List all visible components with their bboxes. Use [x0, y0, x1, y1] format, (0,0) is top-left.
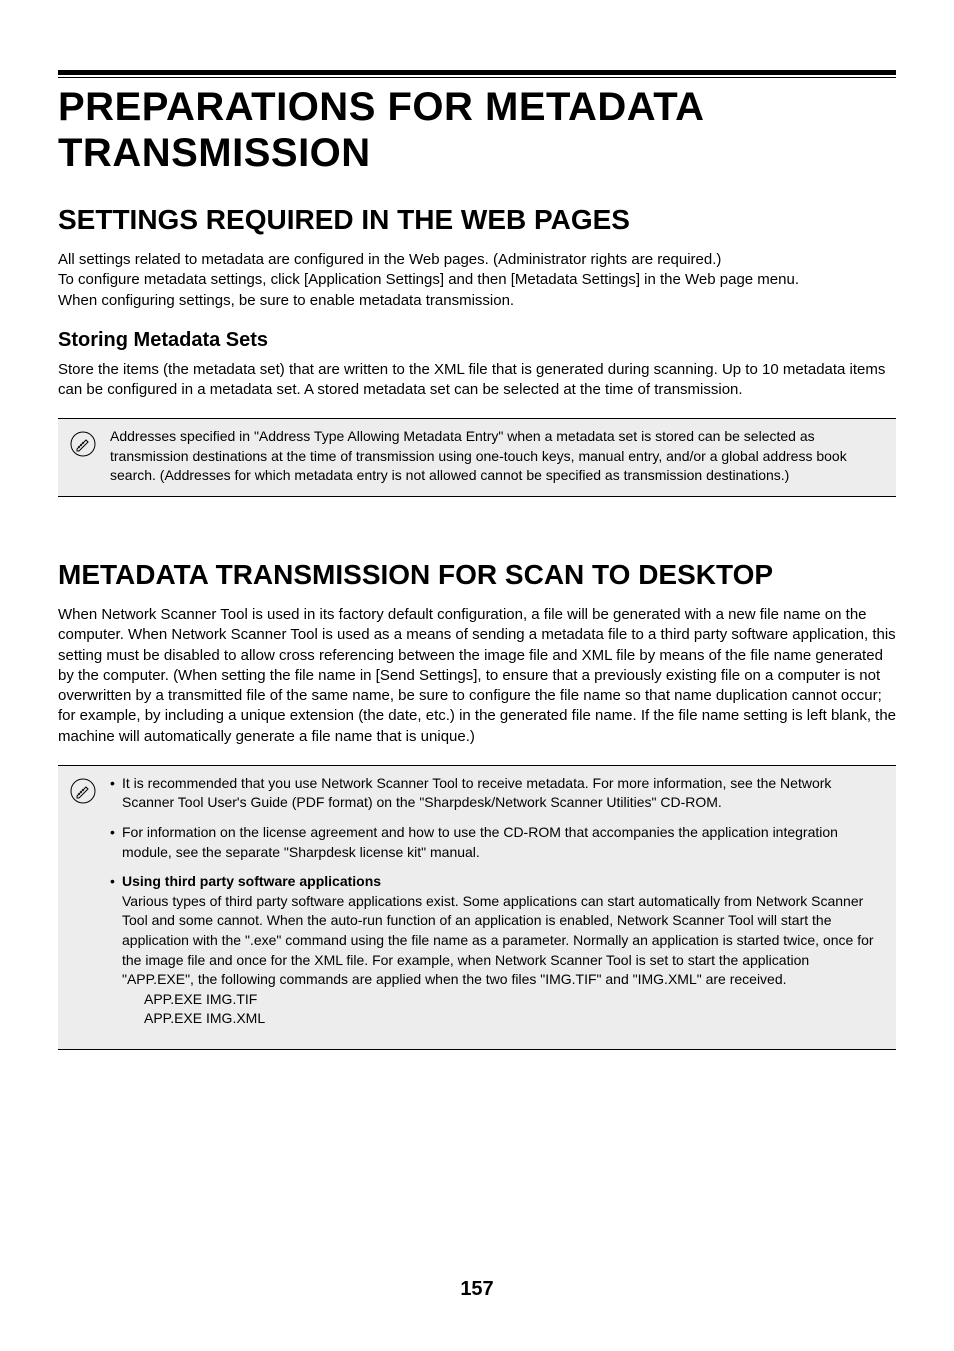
- section1-heading: SETTINGS REQUIRED IN THE WEB PAGES: [58, 204, 896, 236]
- bullet2-text: For information on the license agreement…: [122, 824, 838, 860]
- pencil-note-icon: [70, 431, 96, 457]
- section1-intro: All settings related to metadata are con…: [58, 250, 896, 311]
- pencil-note-icon: [70, 778, 96, 804]
- bullet3-title: Using third party software applications: [122, 873, 381, 889]
- bullet1-text: It is recommended that you use Network S…: [122, 775, 831, 811]
- note1-text: Addresses specified in "Address Type All…: [110, 427, 884, 486]
- cmd-line-1: APP.EXE IMG.TIF: [122, 990, 884, 1010]
- section2-heading: METADATA TRANSMISSION FOR SCAN TO DESKTO…: [58, 559, 896, 591]
- bullet3-text: Various types of third party software ap…: [122, 893, 874, 987]
- bullet-item-3: Using third party software applications …: [110, 872, 884, 1029]
- cmd-line-2: APP.EXE IMG.XML: [122, 1009, 884, 1029]
- note2-content: It is recommended that you use Network S…: [110, 774, 884, 1039]
- section2-intro: When Network Scanner Tool is used in its…: [58, 605, 896, 747]
- section1-subheading: Storing Metadata Sets: [58, 329, 896, 352]
- note2-bullet-list: It is recommended that you use Network S…: [110, 774, 884, 1029]
- page-number: 157: [0, 1278, 954, 1301]
- section-gap: [58, 497, 896, 559]
- document-page: PREPARATIONS FOR METADATA TRANSMISSION S…: [0, 0, 954, 1351]
- note-box-1: Addresses specified in "Address Type All…: [58, 418, 896, 497]
- page-title: PREPARATIONS FOR METADATA TRANSMISSION: [58, 84, 896, 176]
- bullet-item-2: For information on the license agreement…: [110, 823, 884, 862]
- title-rule: [58, 70, 896, 78]
- bullet-item-1: It is recommended that you use Network S…: [110, 774, 884, 813]
- note-box-2: It is recommended that you use Network S…: [58, 765, 896, 1050]
- section1-subtext: Store the items (the metadata set) that …: [58, 360, 896, 401]
